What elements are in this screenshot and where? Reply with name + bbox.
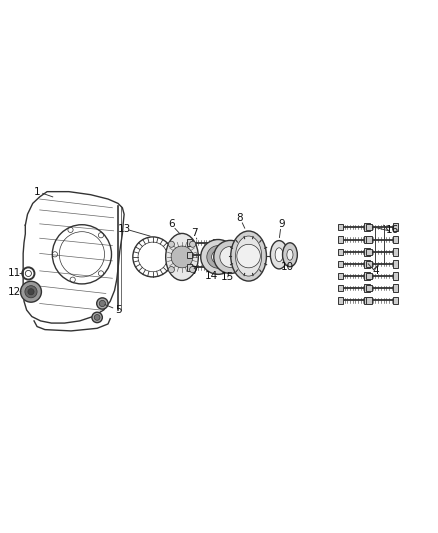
Bar: [366, 224, 372, 230]
Circle shape: [207, 246, 230, 268]
Text: 8: 8: [237, 213, 243, 223]
Bar: [392, 248, 398, 256]
Ellipse shape: [236, 236, 261, 276]
Bar: [364, 236, 370, 244]
Text: 6: 6: [168, 219, 174, 229]
Circle shape: [201, 239, 236, 274]
Circle shape: [168, 241, 174, 247]
Circle shape: [168, 266, 174, 273]
Bar: [366, 297, 372, 304]
Bar: [364, 284, 370, 292]
Bar: [338, 261, 343, 267]
Circle shape: [171, 246, 193, 268]
Circle shape: [212, 251, 225, 263]
Circle shape: [190, 266, 196, 273]
Ellipse shape: [166, 233, 198, 280]
Circle shape: [190, 241, 196, 247]
Ellipse shape: [275, 248, 283, 262]
Bar: [338, 236, 343, 243]
Ellipse shape: [231, 231, 266, 281]
Circle shape: [214, 240, 247, 273]
Circle shape: [220, 246, 241, 268]
Bar: [366, 248, 372, 255]
Text: 7: 7: [191, 266, 198, 276]
Bar: [213, 239, 219, 246]
Bar: [366, 236, 372, 243]
Bar: [187, 239, 192, 246]
Text: 9: 9: [278, 219, 285, 229]
Text: 12: 12: [8, 287, 21, 297]
Bar: [392, 223, 398, 231]
Circle shape: [237, 244, 260, 268]
Circle shape: [21, 281, 42, 302]
Bar: [213, 263, 219, 271]
Text: 11: 11: [8, 269, 21, 278]
Bar: [364, 272, 370, 280]
Text: 4: 4: [372, 266, 379, 276]
Bar: [187, 252, 192, 258]
Bar: [392, 236, 398, 244]
Bar: [213, 251, 219, 259]
Bar: [392, 284, 398, 292]
Bar: [338, 224, 343, 230]
Circle shape: [97, 298, 108, 309]
Bar: [392, 296, 398, 304]
Bar: [366, 273, 372, 279]
Text: 16: 16: [385, 224, 399, 235]
Bar: [364, 248, 370, 256]
Text: 13: 13: [117, 224, 131, 233]
Bar: [364, 296, 370, 304]
Circle shape: [99, 301, 106, 306]
Text: 10: 10: [281, 262, 294, 271]
Ellipse shape: [283, 243, 297, 266]
Bar: [338, 285, 343, 292]
Circle shape: [28, 289, 34, 295]
Bar: [338, 297, 343, 304]
Bar: [338, 273, 343, 279]
Text: 5: 5: [115, 305, 121, 315]
Bar: [392, 260, 398, 268]
Bar: [392, 272, 398, 280]
Text: 14: 14: [205, 271, 218, 281]
Text: 7: 7: [191, 228, 198, 238]
Bar: [364, 223, 370, 231]
Circle shape: [25, 286, 37, 298]
Bar: [366, 261, 372, 267]
Bar: [187, 264, 192, 271]
Text: 1: 1: [34, 187, 40, 197]
Bar: [338, 248, 343, 255]
Ellipse shape: [287, 249, 293, 260]
Circle shape: [94, 314, 100, 320]
Circle shape: [92, 312, 102, 322]
Bar: [366, 285, 372, 292]
Bar: [364, 260, 370, 268]
Text: 15: 15: [221, 272, 234, 282]
Ellipse shape: [270, 240, 288, 269]
